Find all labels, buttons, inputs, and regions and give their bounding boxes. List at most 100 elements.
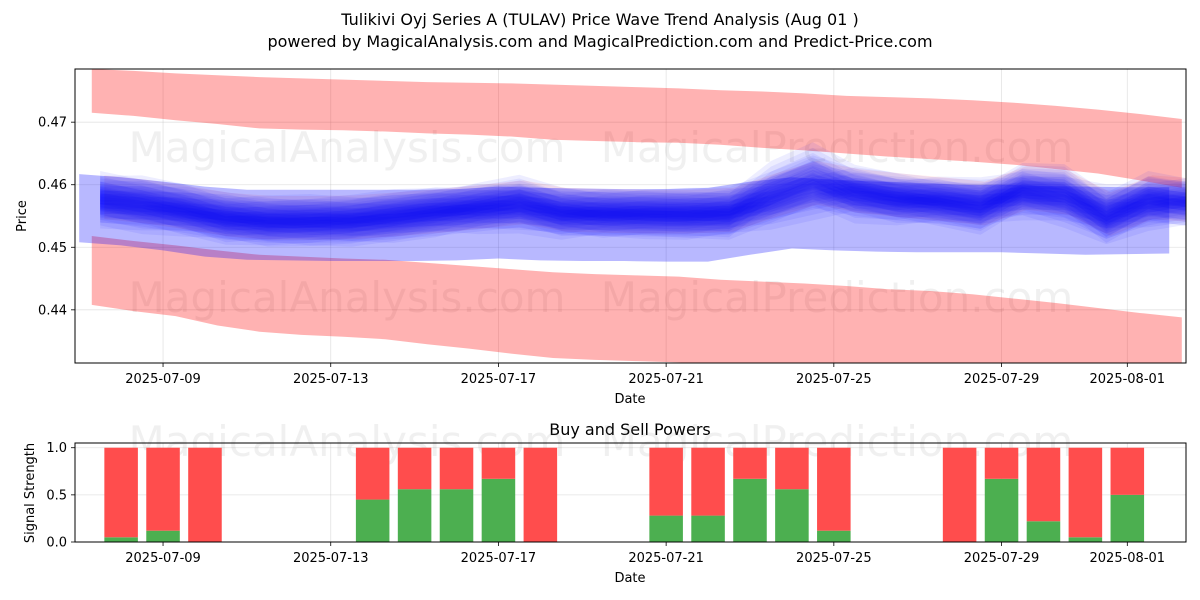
- sell-bar: [817, 447, 851, 531]
- wave-band-4-0: [100, 161, 1186, 247]
- sell-bar: [523, 447, 558, 542]
- signal-y-tick-label: 0.0: [46, 536, 67, 551]
- buy-bar: [1110, 494, 1145, 542]
- price-watermarks: MagicalAnalysis.com MagicalPrediction.com…: [129, 123, 1074, 322]
- signal-panel-title: Buy and Sell Powers: [549, 420, 711, 439]
- price-x-tick-label: 2025-07-21: [628, 372, 704, 387]
- sell-bar: [397, 447, 432, 490]
- watermark-text: MagicalPrediction.com: [601, 123, 1074, 172]
- signal-x-axis-label: Date: [614, 571, 645, 586]
- wave-band-1-1: [100, 147, 1186, 240]
- buy-bar: [355, 499, 390, 542]
- wave-band-0-4: [100, 182, 1186, 225]
- signal-x-tick-label: 2025-07-29: [964, 551, 1040, 566]
- price-x-tick-label: 2025-07-25: [796, 372, 872, 387]
- signal-x-tick-label: 2025-08-01: [1090, 551, 1166, 566]
- buy-bar: [439, 489, 474, 542]
- sell-bar: [691, 447, 725, 516]
- price-y-tick-label: 0.44: [38, 303, 67, 318]
- signal-x-ticks: 2025-07-09 2025-07-13 2025-07-17 2025-07-21…: [125, 542, 1165, 566]
- sell-bar: [984, 447, 1019, 479]
- signal-y-tick-label: 0.5: [46, 488, 67, 503]
- signal-x-tick-label: 2025-07-25: [796, 551, 872, 566]
- sell-bar: [1110, 447, 1145, 495]
- signal-watermarks: MagicalAnalysis.com MagicalPrediction.com: [129, 417, 1074, 466]
- signal-x-tick-label: 2025-07-13: [293, 551, 369, 566]
- price-x-tick-label: 2025-07-13: [293, 372, 369, 387]
- watermark-text: MagicalPrediction.com: [601, 273, 1074, 322]
- wave-band-0-1: [100, 169, 1186, 238]
- price-y-axis-label: Price: [15, 200, 30, 232]
- outer-wave-band: [79, 174, 1170, 262]
- wave-band-4-3: [100, 176, 1186, 232]
- wave-band-0-3: [100, 179, 1186, 228]
- wave-band-4-4: [100, 179, 1186, 229]
- buy-bar: [104, 537, 138, 542]
- price-y-ticks: 0.44 0.45 0.46 0.47: [38, 116, 75, 318]
- wave-band-3-2: [100, 165, 1186, 233]
- price-axes-frame: [74, 68, 1187, 364]
- chart-title-line-2: powered by MagicalAnalysis.com and Magic…: [267, 32, 933, 51]
- price-panel: MagicalAnalysis.com MagicalPrediction.com…: [15, 68, 1187, 407]
- price-grid: [75, 69, 1186, 363]
- signal-y-tick-label: 1.0: [46, 441, 67, 456]
- wave-band-3-0: [100, 155, 1186, 243]
- sell-bar: [649, 447, 683, 516]
- price-x-ticks: 2025-07-09 2025-07-13 2025-07-17 2025-07-21…: [125, 363, 1165, 387]
- buy-bar: [649, 515, 683, 542]
- sell-bar: [146, 447, 180, 531]
- buy-bar: [817, 530, 851, 542]
- price-y-tick-label: 0.47: [38, 116, 67, 131]
- price-x-tick-label: 2025-07-29: [964, 372, 1040, 387]
- buy-bar: [481, 478, 516, 542]
- wave-band-2-1: [100, 172, 1186, 242]
- sell-bar: [733, 447, 767, 479]
- lower-band: [91, 236, 1182, 363]
- sell-bar: [481, 447, 516, 479]
- price-y-tick-label: 0.45: [38, 241, 67, 256]
- buy-bar: [775, 489, 809, 542]
- price-waves: [79, 142, 1186, 262]
- signal-bars: [104, 447, 1145, 542]
- buy-bar: [984, 478, 1019, 542]
- sell-bar: [188, 447, 222, 542]
- signal-panel: Buy and Sell Powers MagicalAnalysis.com M…: [23, 417, 1187, 586]
- price-x-tick-label: 2025-07-17: [461, 372, 537, 387]
- buy-bar: [733, 478, 767, 542]
- buy-bar: [146, 530, 180, 542]
- upper-band: [91, 69, 1182, 188]
- signal-x-tick-label: 2025-07-21: [628, 551, 704, 566]
- price-y-tick-label: 0.46: [38, 178, 67, 193]
- wave-band-3-3: [100, 170, 1186, 228]
- wave-band-1-2: [100, 152, 1186, 235]
- signal-axes-frame: [74, 442, 1187, 543]
- sell-bar: [355, 447, 390, 500]
- price-x-tick-label: 2025-07-09: [125, 372, 201, 387]
- sell-bar: [942, 447, 977, 542]
- price-bands: [91, 69, 1186, 363]
- buy-bar: [691, 515, 725, 542]
- wave-band-3-1: [100, 160, 1186, 238]
- price-x-tick-label: 2025-08-01: [1090, 372, 1166, 387]
- buy-bar: [397, 489, 432, 542]
- wave-band-4-2: [100, 172, 1186, 237]
- watermark-text: MagicalAnalysis.com: [129, 273, 566, 322]
- sell-bar: [1026, 447, 1061, 522]
- sell-bar: [1068, 447, 1103, 538]
- wave-band-0-2: [100, 174, 1186, 233]
- wave-band-1-3: [100, 157, 1186, 231]
- buy-bar: [1068, 537, 1103, 542]
- wave-band-2-4: [100, 185, 1186, 229]
- wave-band-1-4: [100, 160, 1186, 228]
- chart-title-line-1: Tulikivi Oyj Series A (TULAV) Price Wave…: [341, 10, 859, 29]
- wave-band-4-1: [100, 167, 1186, 242]
- signal-x-tick-label: 2025-07-09: [125, 551, 201, 566]
- sell-bar: [775, 447, 809, 490]
- sell-bar: [104, 447, 138, 538]
- signal-y-axis-label: Signal Strength: [23, 443, 38, 543]
- wave-band-2-2: [100, 177, 1186, 237]
- buy-bar: [1026, 521, 1061, 542]
- signal-y-ticks: 0.0 0.5 1.0: [46, 441, 75, 551]
- wave-band-3-4: [100, 173, 1186, 225]
